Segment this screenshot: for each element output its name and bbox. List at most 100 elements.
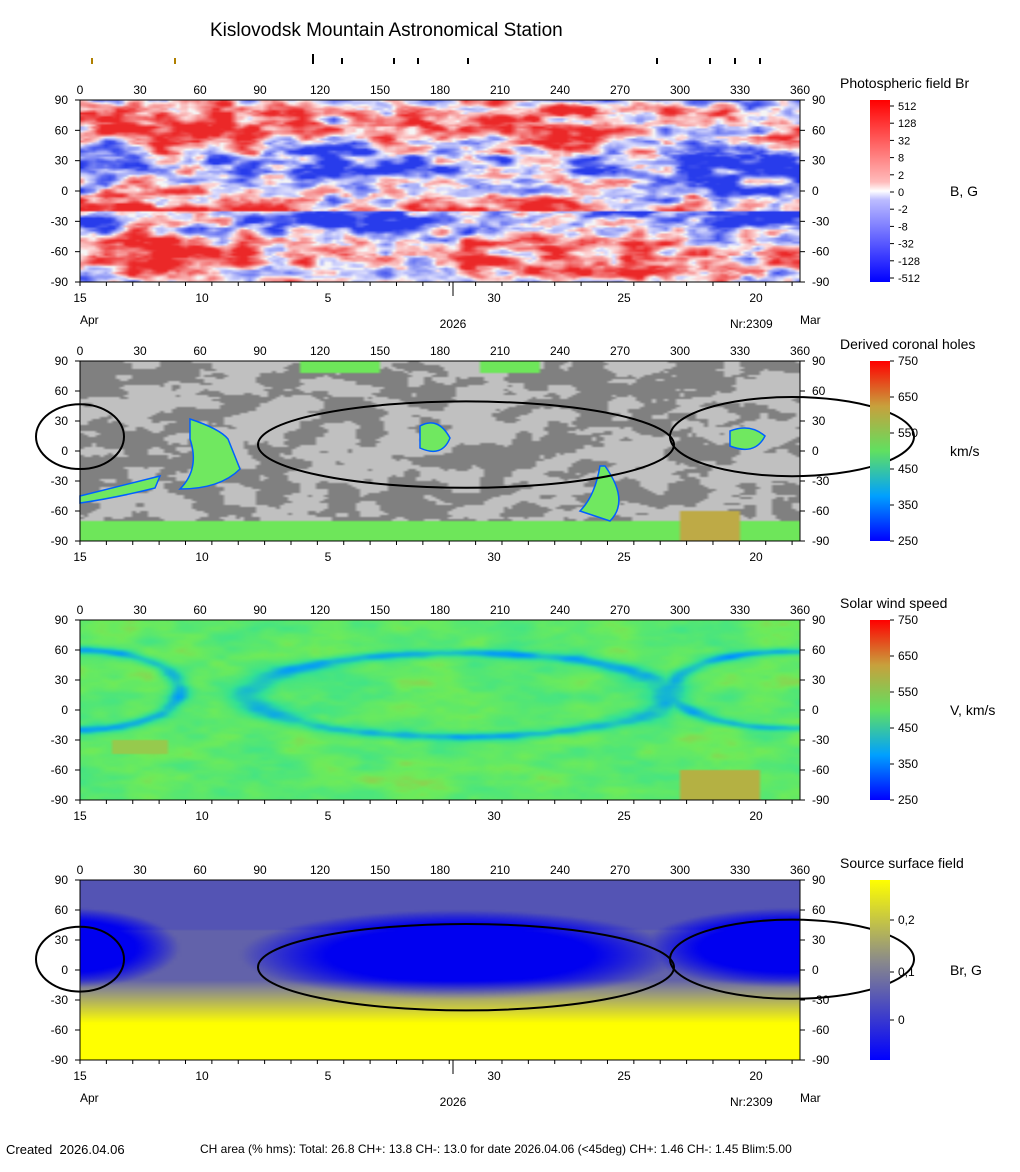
latitude-tick-label-right: 30 (812, 414, 826, 428)
colorbar-tick-label: 8 (898, 153, 904, 165)
date-tick-label: 15 (73, 809, 87, 823)
date-tick-label: 5 (325, 809, 332, 823)
colorbar-tick-label: 550 (898, 426, 918, 440)
neutral-line (669, 918, 915, 1000)
longitude-tick-label: 330 (730, 603, 750, 617)
longitude-tick-label: 60 (193, 603, 207, 617)
colorbar-tick-label: 0,2 (898, 913, 915, 927)
month-right-label: Mar (800, 313, 821, 327)
year-label: 2026 (440, 317, 467, 331)
longitude-tick-label: 0 (77, 344, 84, 358)
coronal-hole (178, 417, 241, 490)
latitude-tick-label-right: 60 (812, 643, 826, 657)
longitude-tick-label: 150 (370, 83, 390, 97)
longitude-tick-label: 150 (370, 603, 390, 617)
colorbar-tick-label: -512 (898, 273, 920, 285)
latitude-tick-label-left: 90 (55, 354, 69, 368)
colorbar-tick-label: 750 (898, 354, 918, 368)
colorbar-tick-label: 128 (898, 118, 916, 130)
colorbar-tick-label: -32 (898, 239, 914, 251)
latitude-tick-label-right: 90 (812, 873, 826, 887)
latitude-tick-label-right: 60 (812, 903, 826, 917)
latitude-tick-label-left: 90 (55, 873, 69, 887)
latitude-tick-label-right: -60 (812, 245, 830, 259)
latitude-tick-label-right: -30 (812, 474, 830, 488)
date-tick-label: 5 (325, 291, 332, 305)
longitude-tick-label: 180 (430, 863, 450, 877)
colorbar-title: Source surface field (840, 855, 964, 871)
coronal-hole (729, 427, 766, 451)
longitude-tick-label: 120 (310, 603, 330, 617)
latitude-tick-label-right: 0 (812, 444, 819, 458)
footer-stats: CH area (% hms): Total: 26.8 CH+: 13.8 C… (200, 1142, 792, 1156)
longitude-tick-label: 270 (610, 344, 630, 358)
longitude-tick-label: 120 (310, 83, 330, 97)
colorbar-tick-label: 0,1 (898, 965, 915, 979)
longitude-tick-label: 90 (253, 344, 267, 358)
longitude-tick-label: 330 (730, 344, 750, 358)
latitude-tick-label-right: -60 (812, 504, 830, 518)
colorbar-tick-label: 250 (898, 793, 918, 807)
latitude-tick-label-right: -60 (812, 1023, 830, 1037)
latitude-tick-label-right: -90 (812, 793, 830, 807)
longitude-tick-label: 270 (610, 603, 630, 617)
latitude-tick-label-left: -90 (51, 1053, 69, 1067)
longitude-tick-label: 300 (670, 83, 690, 97)
latitude-tick-label-right: 30 (812, 154, 826, 168)
latitude-tick-label-left: -60 (51, 763, 69, 777)
longitude-tick-label: 360 (790, 603, 810, 617)
date-tick-label: 30 (487, 550, 501, 564)
colorbar-gradient (870, 361, 890, 541)
longitude-tick-label: 240 (550, 603, 570, 617)
colorbar: Photospheric field Br 512 128 32 8 2 0 -2 -8 -32 -… (840, 75, 978, 285)
footer-created-label: Created (6, 1142, 53, 1157)
colorbar-unit-label: B, G (950, 183, 978, 199)
date-tick-label: 15 (73, 550, 87, 564)
colorbar-tick-label: 512 (898, 101, 916, 113)
month-right-label: Mar (800, 1091, 821, 1105)
longitude-tick-label: 30 (133, 863, 147, 877)
month-left-label: Apr (80, 1091, 99, 1105)
colorbar: Source surface field 0,2 0,1 0 Br, G (840, 855, 982, 1060)
footer-created: Created 2026.04.06 (6, 1142, 125, 1157)
footer-created-date: 2026.04.06 (59, 1142, 125, 1157)
longitude-tick-label: 300 (670, 863, 690, 877)
latitude-tick-label-left: 60 (55, 643, 69, 657)
latitude-tick-label-left: -30 (51, 214, 69, 228)
colorbar-title: Solar wind speed (840, 595, 947, 611)
neutral-line (257, 923, 675, 1012)
latitude-tick-label-left: -90 (51, 275, 69, 289)
colorbar-tick-label: -128 (898, 256, 920, 268)
latitude-tick-label-right: 60 (812, 384, 826, 398)
coronal-hole (419, 422, 451, 453)
latitude-tick-label-left: 0 (61, 703, 68, 717)
colorbar-tick-label: -8 (898, 221, 908, 233)
latitude-tick-label-left: 30 (55, 933, 69, 947)
colorbar-tick-label: 650 (898, 649, 918, 663)
latitude-tick-label-left: -30 (51, 733, 69, 747)
event-markers (91, 54, 761, 64)
colorbar-tick-label: 2 (898, 170, 904, 182)
colorbar-tick-label: 32 (898, 135, 910, 147)
date-tick-label: 10 (195, 809, 209, 823)
latitude-tick-label-right: 0 (812, 963, 819, 977)
latitude-tick-label-right: -90 (812, 534, 830, 548)
longitude-tick-label: 210 (490, 863, 510, 877)
colorbar-tick-label: 0 (898, 1013, 905, 1027)
longitude-tick-label: 330 (730, 83, 750, 97)
latitude-tick-label-left: 90 (55, 93, 69, 107)
colorbar-tick-label: 650 (898, 390, 918, 404)
longitude-tick-label: 180 (430, 344, 450, 358)
neutral-line (669, 396, 915, 478)
latitude-tick-label-right: 90 (812, 93, 826, 107)
page-title: Kislovodsk Mountain Astronomical Station (210, 20, 563, 41)
colorbar-tick-label: 350 (898, 498, 918, 512)
coronal-hole-outlines (79, 417, 766, 522)
date-tick-label: 10 (195, 550, 209, 564)
longitude-tick-label: 90 (253, 83, 267, 97)
latitude-tick-label-left: 0 (61, 444, 68, 458)
date-tick-label: 25 (617, 1069, 631, 1083)
